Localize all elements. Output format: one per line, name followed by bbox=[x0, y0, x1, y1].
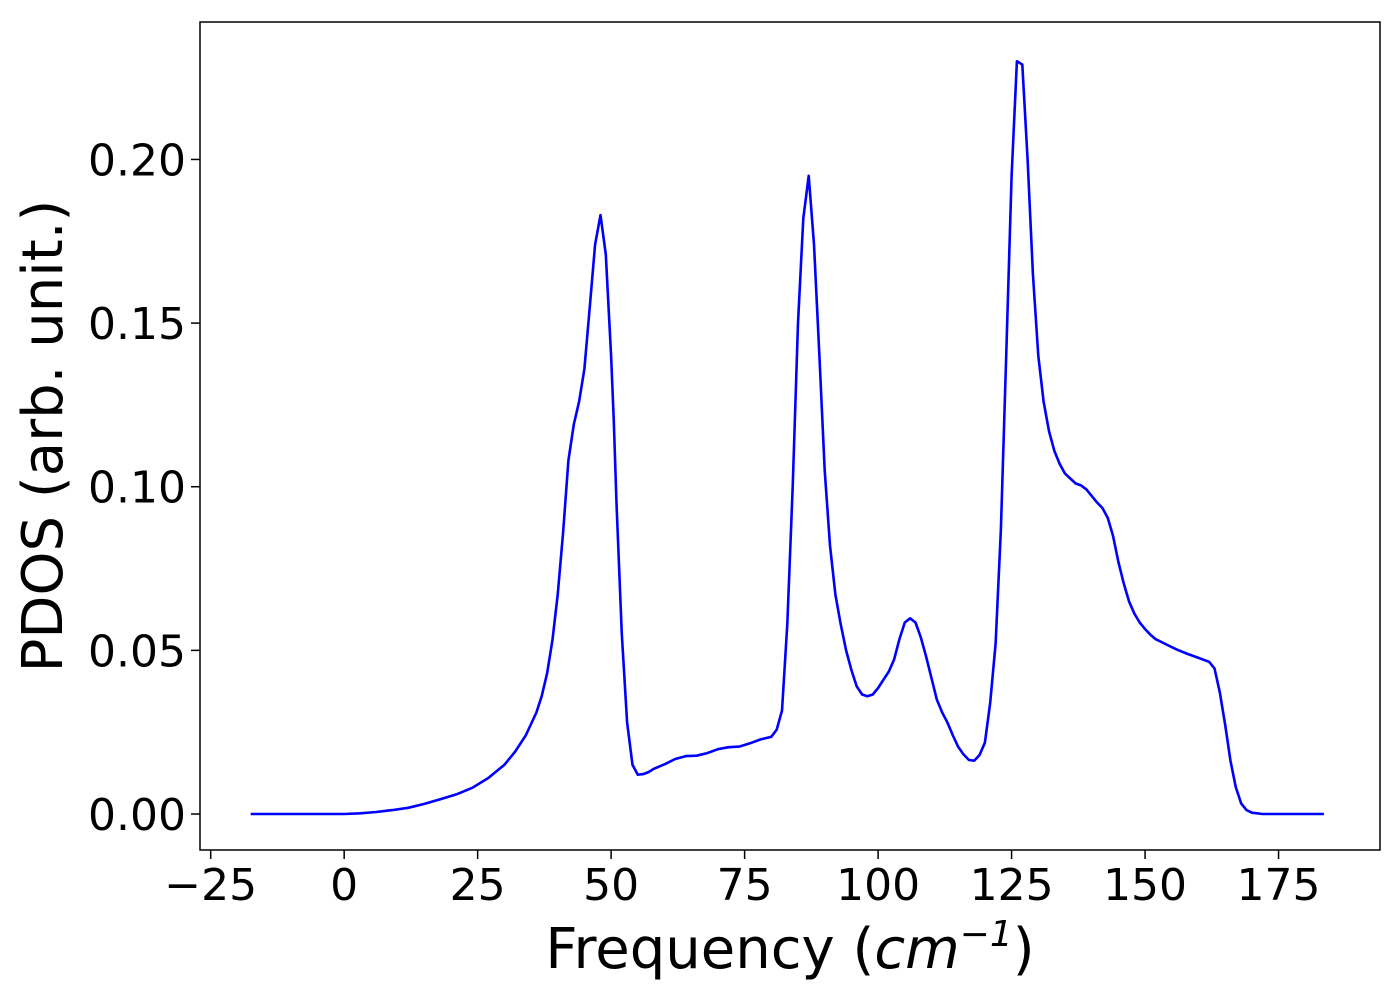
y-tick-label: 0.10 bbox=[88, 463, 186, 514]
x-tick-label: 175 bbox=[1237, 860, 1321, 911]
y-axis-ticks: 0.00 0.05 0.10 0.15 0.20 bbox=[88, 135, 200, 841]
y-tick-label: 0.00 bbox=[88, 790, 186, 841]
y-tick-label: 0.15 bbox=[88, 299, 186, 350]
x-tick-label: 50 bbox=[583, 860, 639, 911]
x-axis-ticks: −25 0 25 50 75 100 125 150 175 bbox=[164, 850, 1321, 911]
y-tick-label: 0.05 bbox=[88, 626, 186, 677]
y-axis-label: PDOS (arb. unit.) bbox=[11, 200, 76, 673]
x-tick-label: 25 bbox=[450, 860, 506, 911]
pdos-series-line bbox=[250, 60, 1324, 816]
x-tick-label: 0 bbox=[330, 860, 358, 911]
x-tick-label: 100 bbox=[836, 860, 920, 911]
x-tick-label: −25 bbox=[164, 860, 257, 911]
plot-frame bbox=[199, 21, 1381, 851]
x-tick-label: 150 bbox=[1103, 860, 1187, 911]
x-tick-label: 125 bbox=[970, 860, 1054, 911]
x-axis-label: Frequency (cm−1) bbox=[545, 914, 1034, 982]
y-tick-label: 0.20 bbox=[88, 135, 186, 186]
x-tick-label: 75 bbox=[717, 860, 773, 911]
